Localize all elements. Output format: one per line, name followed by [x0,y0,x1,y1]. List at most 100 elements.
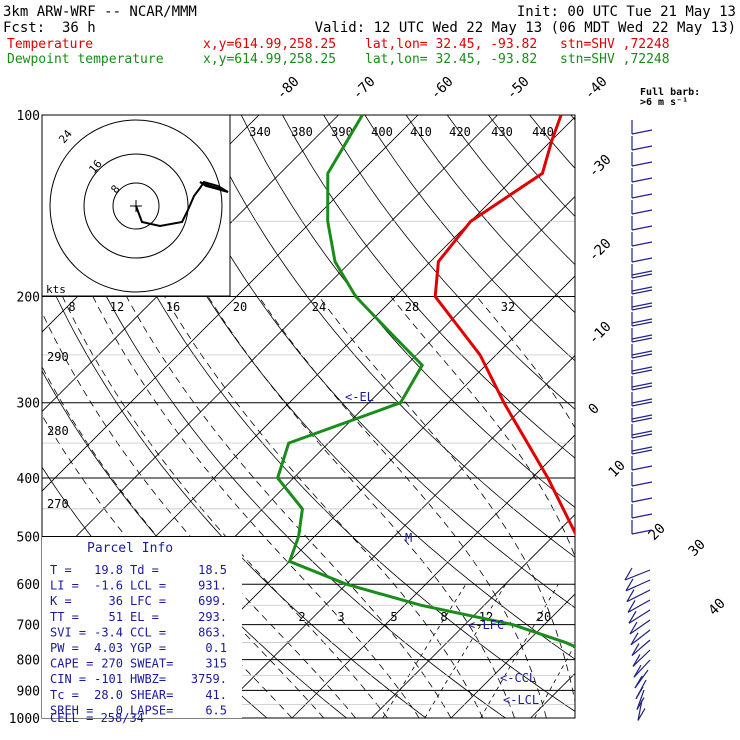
wind-barb [631,504,653,519]
wind-barb-low [624,567,651,581]
parcel-info-cell: SVI = [50,625,86,639]
parcel-info-cell: CELL = 258/34 [50,711,144,725]
wind-barb [631,376,653,391]
parcel-info-cell: 18.5 [198,563,227,577]
pressure-label-400: 400 [17,472,40,487]
plot-frame [41,114,576,719]
wind-barb-low [637,699,646,721]
level-label-ccl: <-CCL [500,671,536,685]
temp-label--40: -40 [582,74,611,103]
parcel-info-cell: LI = [50,579,79,593]
wind-barb [631,440,653,455]
isotherm-10 [530,672,575,718]
parcel-info-cell: 36 [109,594,123,608]
mix-bottom-label-3: 3 [337,610,344,624]
wind-barb [631,408,653,423]
dewpoint-station: stn=SHV ,72248 [560,52,670,67]
temp-label-40: 40 [706,596,729,619]
wind-barb [631,248,653,263]
pressure-label-800: 800 [17,654,40,669]
level-label-m: M [405,531,412,545]
side-label-270: 270 [47,497,69,511]
parcel-info-cell: 863. [198,625,227,639]
parcel-info-cell: K = [50,594,72,608]
parcel-info-cell: 41. [205,688,227,702]
pressure-label-1000: 1000 [9,712,40,727]
barb-legend-line2: >6 m s⁻¹ [640,97,688,108]
parcel-info-cell: 315 [205,657,227,671]
isotherm--90 [42,115,339,413]
hodograph-units: kts [46,283,66,296]
parcel-info-cell: 6.5 [205,703,227,717]
temp-label--20: -20 [586,236,615,265]
mix-top-label-20: 20 [233,300,247,314]
parcel-info-cell: LCL = [130,579,166,593]
parcel-info-cell: SREH = [50,703,93,717]
parcel-info-cell: 51 [109,610,123,624]
parcel-info-title: Parcel Info [87,541,173,556]
parcel-info-cell: 3759. [191,672,227,686]
pressure-label-700: 700 [17,619,40,634]
temperature-tick-labels: -80 -70 -60 -50 -40 -30 -20 -10 0 10 20 30 40 [274,74,729,619]
wind-barb [631,360,653,375]
hodograph-ring-24 [49,119,223,293]
pressure-label-600: 600 [17,578,40,593]
dewpoint-legend-label: Dewpoint temperature [7,52,164,67]
theta-label-380: 380 [291,125,313,139]
mix-top-label-16: 16 [166,300,180,314]
wind-barb [631,264,653,279]
dry-adiabat-450 [736,115,740,718]
dry-adiabat-350 [323,115,575,410]
wind-barb-low [625,578,651,592]
isotherm-0 [450,593,575,718]
isotherm--30 [212,354,575,718]
parcel-info-cell: SHEAR= [130,688,173,702]
pressure-label-300: 300 [17,397,40,412]
dewpoint-latlon: lat,lon= 32.45, -93.82 [365,52,537,67]
parcel-info-cell: YGP = [130,641,166,655]
theta-label-340: 340 [249,125,271,139]
temp-label-30: 30 [686,537,709,560]
isotherm-30 [690,115,740,718]
moist-adiabat-20 [390,296,575,558]
temp-label--70: -70 [350,74,379,103]
wind-barb-low [632,649,651,667]
parcel-info-cell: 699. [198,594,227,608]
theta-label-440: 440 [532,125,554,139]
temp-label-0: 0 [586,401,603,418]
parcel-info-cell: CIN = [50,672,86,686]
isotherm--10 [371,513,575,718]
temperature-legend-label: Temperature [7,37,93,52]
dry-adiabat-420 [612,115,740,718]
hodograph-ring-16 [83,153,189,259]
mixing-ratio-line-20 [648,584,716,718]
wind-barb-low [635,679,647,700]
parcel-info-cell: TT = [50,610,79,624]
theta-labels: 340 380 390 400 410 420 430 440 290 280 270 [47,125,554,511]
parcel-info-cell: 4.03 [94,641,123,655]
valid-time: Valid: 12 UTC Wed 22 May 13 (06 MDT Wed … [315,20,736,36]
wind-barb-low [631,639,651,657]
wind-barb-low [636,689,645,710]
temperature-xy: x,y=614.99,258.25 [203,37,336,52]
moist-adiabat--8 [62,296,388,718]
parcel-info-box [42,537,242,718]
theta-label-430: 430 [491,125,513,139]
mixing-ratio-line-3 [424,583,507,718]
theta-label-400: 400 [371,125,393,139]
isotherm--70 [42,115,498,572]
pressure-label-100: 100 [17,109,40,124]
parcel-info-cell: EL = [130,610,159,624]
parcel-info-cell: Td = [130,563,159,577]
parcel-info-cell: 270 [101,657,123,671]
side-label-290: 290 [47,350,69,364]
temp-label-10: 10 [606,458,629,481]
model-title: 3km ARW-WRF -- NCAR/MMM [3,4,197,20]
moist-adiabat-28 [576,297,676,719]
temp-label--80: -80 [274,74,303,103]
mix-bottom-label-20: 20 [537,610,551,624]
moist-adiabat-8 [207,296,515,718]
parcel-info-cell: 28.0 [94,688,123,702]
parcel-info-cell: 0 [116,703,123,717]
parcel-info-cell: 931. [198,579,227,593]
